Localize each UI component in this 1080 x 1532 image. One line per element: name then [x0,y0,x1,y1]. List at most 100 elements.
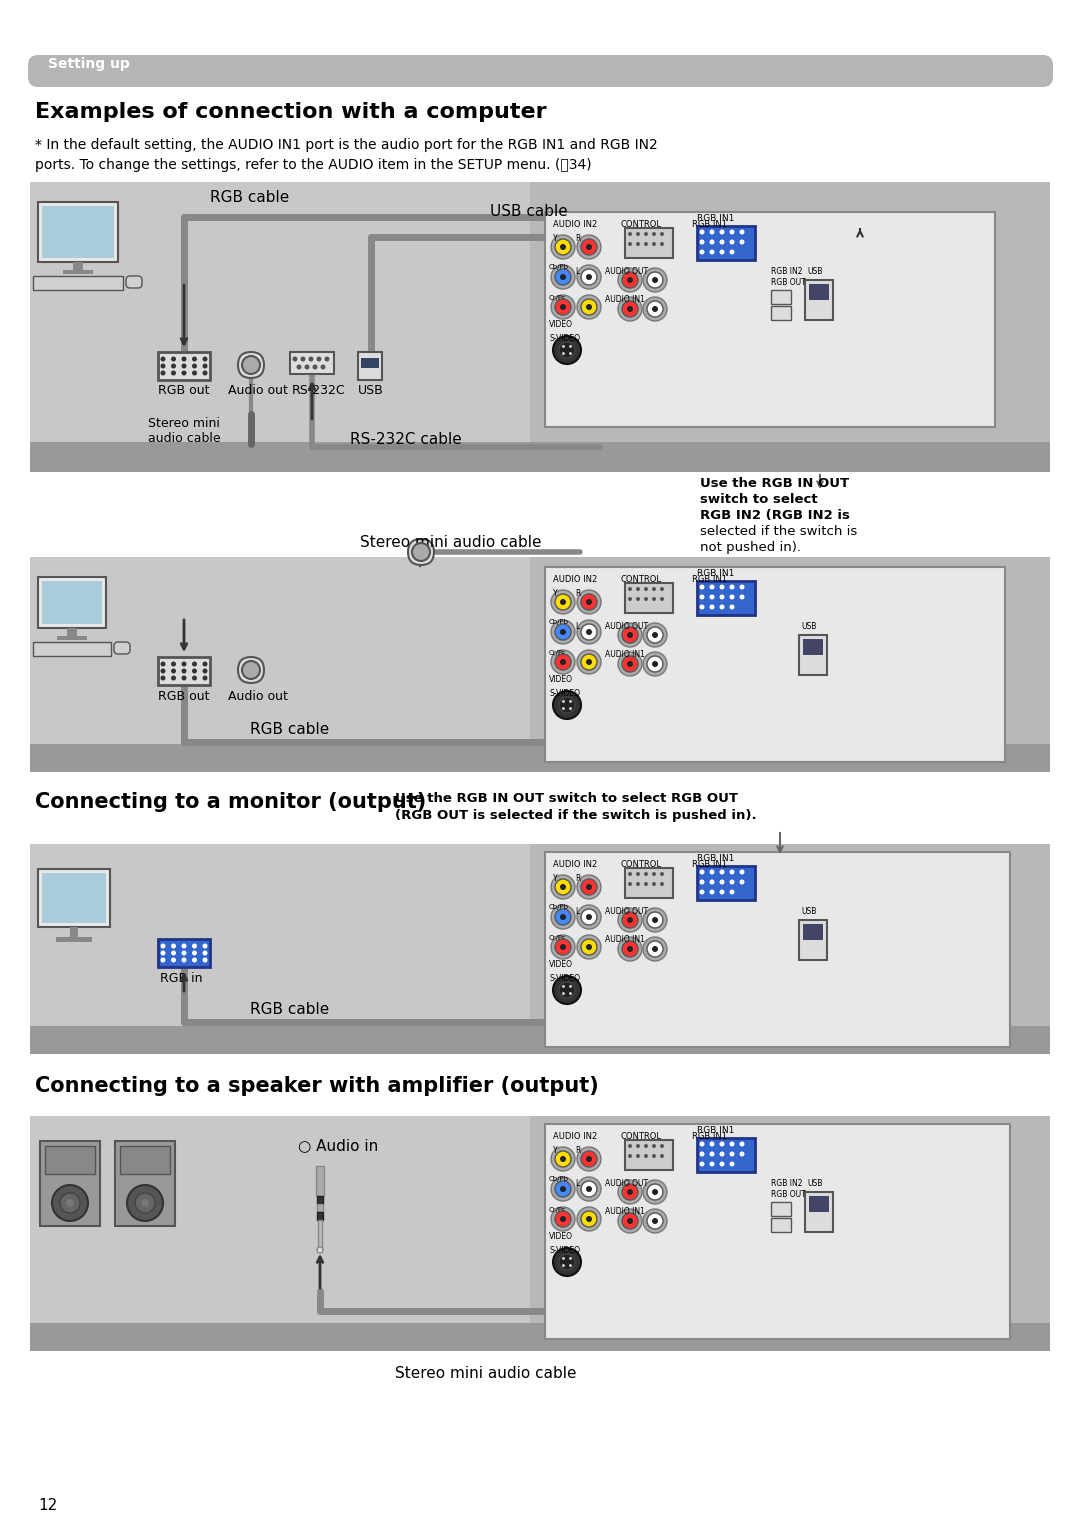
Bar [804,924,823,941]
Bar [361,358,379,368]
Text: L: L [575,907,579,916]
Circle shape [660,1144,664,1147]
Bar [771,1203,791,1216]
Circle shape [647,656,663,673]
Circle shape [644,1154,648,1158]
Text: Connecting to a speaker with amplifier (output): Connecting to a speaker with amplifier (… [35,1075,598,1095]
Circle shape [569,345,572,348]
Bar [56,938,92,942]
Text: AUDIO OUT: AUDIO OUT [605,267,648,276]
Bar [291,352,334,374]
Text: RGB IN1: RGB IN1 [697,214,734,224]
Bar [625,584,673,613]
Circle shape [644,231,648,236]
Circle shape [171,950,176,956]
Circle shape [586,303,592,309]
Circle shape [644,1144,648,1147]
Bar [771,290,791,303]
Bar [545,567,1005,761]
Bar [73,262,83,270]
Circle shape [652,882,656,885]
Circle shape [171,676,176,680]
Circle shape [627,1154,632,1158]
Circle shape [647,273,663,288]
Circle shape [618,1180,642,1204]
Circle shape [577,620,600,643]
Circle shape [622,273,638,288]
Text: RGB IN1: RGB IN1 [692,221,727,228]
Text: RGB cable: RGB cable [210,190,289,205]
Text: RGB in: RGB in [160,971,203,985]
Circle shape [643,653,667,676]
Circle shape [652,306,658,313]
Circle shape [581,879,597,895]
Bar [697,1138,755,1172]
Circle shape [562,352,565,355]
Bar [30,443,1050,472]
Circle shape [618,653,642,676]
Circle shape [644,587,648,591]
Circle shape [622,912,638,928]
Circle shape [636,1144,640,1147]
Circle shape [710,1161,715,1166]
Circle shape [729,1141,734,1146]
Text: L: L [575,1180,579,1187]
Circle shape [309,357,313,362]
Circle shape [171,662,176,666]
Circle shape [660,231,664,236]
Text: RGB IN1: RGB IN1 [697,853,734,863]
Text: Audio out: Audio out [228,689,288,703]
Circle shape [551,234,575,259]
Circle shape [203,662,207,666]
Circle shape [719,879,725,884]
Bar [625,228,673,257]
Bar [316,1166,324,1196]
Circle shape [700,879,704,884]
Circle shape [643,938,667,961]
Circle shape [324,357,329,362]
Text: selected if the switch is: selected if the switch is [700,525,858,538]
Text: AUDIO IN1: AUDIO IN1 [605,296,645,303]
Circle shape [622,300,638,317]
Circle shape [569,1264,572,1267]
Circle shape [561,1186,566,1192]
Text: S-VIDEO: S-VIDEO [549,974,580,984]
Text: AUDIO IN1: AUDIO IN1 [605,1207,645,1216]
Circle shape [644,242,648,247]
Circle shape [561,659,566,665]
Text: VIDEO: VIDEO [549,676,573,683]
Circle shape [627,660,633,666]
Circle shape [660,597,664,601]
Bar [42,581,102,624]
Circle shape [577,650,600,674]
Circle shape [719,890,725,895]
Circle shape [577,265,600,290]
Text: AUDIO OUT: AUDIO OUT [605,622,648,631]
Circle shape [586,630,592,634]
Circle shape [740,1152,744,1157]
Text: ○ Audio in: ○ Audio in [298,1138,378,1154]
Bar [771,1218,791,1232]
Circle shape [192,371,197,375]
Circle shape [729,585,734,590]
Circle shape [141,1200,149,1207]
Bar [70,927,78,938]
Text: RGB IN1: RGB IN1 [697,568,734,578]
Circle shape [171,958,176,962]
Bar [114,1141,175,1226]
Bar [30,1324,1050,1351]
Circle shape [729,870,734,875]
Text: CONTROL: CONTROL [620,859,661,869]
Circle shape [719,1161,725,1166]
Text: AUDIO IN2: AUDIO IN2 [553,859,597,869]
Circle shape [569,1256,572,1259]
Bar [45,1146,95,1174]
Circle shape [660,242,664,247]
Circle shape [561,630,566,634]
Text: ports. To change the settings, refer to the AUDIO item in the SETUP menu. (34): ports. To change the settings, refer to … [35,158,592,172]
Circle shape [618,938,642,961]
Circle shape [652,1189,658,1195]
Text: Stereo mini: Stereo mini [148,417,220,430]
Circle shape [652,918,658,922]
Circle shape [618,268,642,293]
